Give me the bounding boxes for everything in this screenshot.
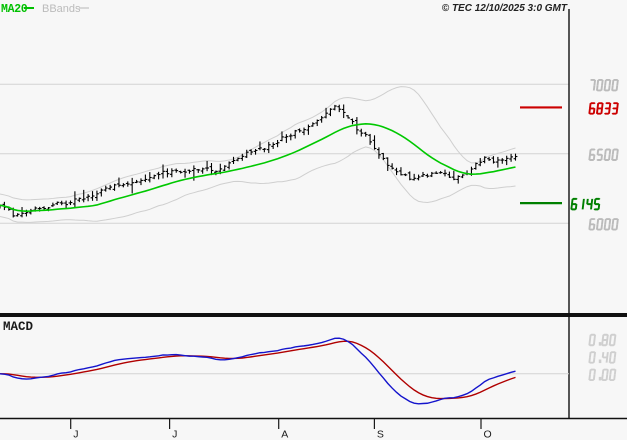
svg-text:S: S xyxy=(377,429,384,440)
svg-text:MA20: MA20 xyxy=(1,3,28,16)
svg-text:A: A xyxy=(281,429,288,440)
svg-text:© TEC 12/10/2025 3:0 GMT: © TEC 12/10/2025 3:0 GMT xyxy=(442,3,568,14)
svg-text:J: J xyxy=(172,429,177,440)
svg-text:MACD: MACD xyxy=(3,320,34,334)
svg-text:J: J xyxy=(73,429,78,440)
svg-text:BBands: BBands xyxy=(42,3,81,15)
svg-text:O: O xyxy=(484,429,492,440)
